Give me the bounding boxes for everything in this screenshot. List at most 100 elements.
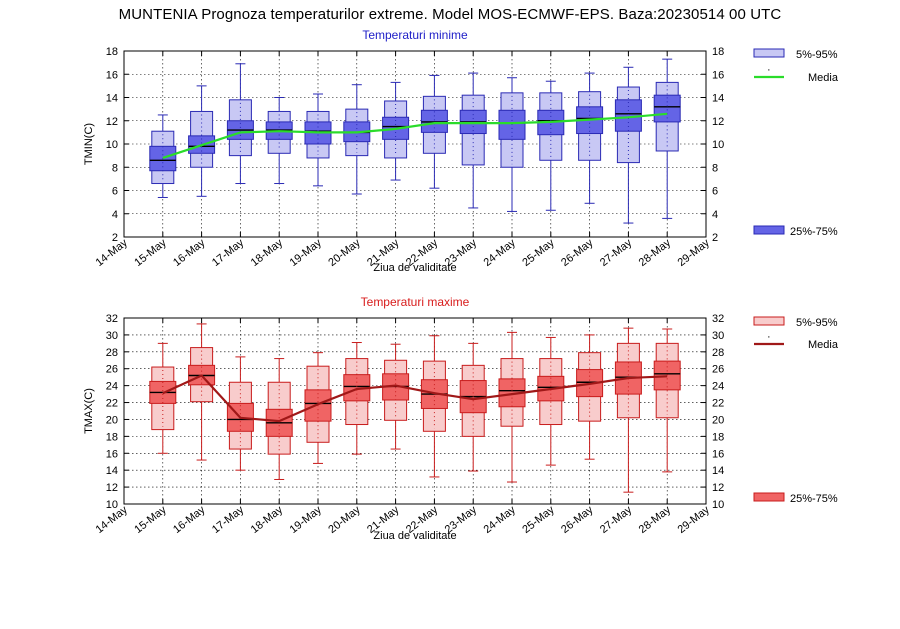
legend-dot: ·	[767, 331, 771, 343]
y-tick-label-left: 6	[112, 186, 118, 198]
legend-label-mean: Media	[808, 339, 839, 351]
tmax-chart: 10 10 12 12 14 14 16 16 18 18 20 20 22 22 24 24 26 26 28 28…	[83, 295, 839, 542]
y-axis-label: TMIN(C)	[83, 123, 95, 165]
y-tick-label-left: 16	[106, 69, 118, 81]
y-tick-label-right: 10	[712, 139, 724, 151]
box-25-May	[537, 336, 565, 466]
box-25-75	[614, 99, 642, 132]
y-tick-label-right: 16	[712, 69, 724, 81]
legend: 5%-95% · Media 25%-75%	[753, 316, 839, 505]
y-tick-label-left: 14	[106, 465, 118, 477]
box-22-May	[420, 335, 448, 478]
y-tick-label-right: 20	[712, 414, 724, 426]
box-21-May	[382, 343, 410, 450]
y-tick-label-left: 28	[106, 347, 118, 359]
x-tick-label: 15-May	[132, 504, 169, 536]
x-tick-label: 25-May	[520, 237, 557, 269]
y-tick-label-right: 14	[712, 465, 724, 477]
box-24-May	[498, 77, 526, 212]
legend-label-5-95: 5%-95%	[796, 49, 838, 61]
y-tick-label-right: 10	[712, 499, 724, 511]
mean-line	[162, 374, 668, 423]
y-tick-label-right: 28	[712, 347, 724, 359]
x-tick-label: 16-May	[171, 237, 208, 269]
box-22-May	[420, 74, 448, 189]
box-15-May	[149, 114, 177, 198]
box-20-May	[343, 342, 371, 455]
box-23-May	[459, 342, 487, 472]
box-26-May	[576, 334, 604, 460]
box-18-May	[265, 97, 293, 185]
x-tick-label: 18-May	[249, 504, 286, 536]
x-tick-label: 28-May	[637, 504, 674, 536]
x-tick-label: 19-May	[288, 504, 325, 536]
legend-swatch-25-75	[753, 492, 785, 502]
y-tick-label-left: 24	[106, 381, 118, 393]
x-tick-label: 16-May	[171, 504, 208, 536]
y-tick-label-left: 10	[106, 499, 118, 511]
y-tick-label-right: 14	[712, 93, 724, 105]
y-tick-label-left: 12	[106, 482, 118, 494]
plot-frame	[123, 317, 707, 505]
x-tick-label: 26-May	[559, 237, 596, 269]
x-tick-label: 29-May	[676, 237, 713, 269]
x-tick-label: 25-May	[520, 504, 557, 536]
y-tick-label-left: 18	[106, 431, 118, 443]
y-tick-label-left: 16	[106, 448, 118, 460]
y-tick-label-right: 4	[712, 209, 718, 221]
legend-label-25-75: 25%-75%	[790, 226, 838, 238]
box-17-May	[226, 63, 254, 185]
y-tick-label-left: 8	[112, 162, 118, 174]
y-tick-label-left: 22	[106, 398, 118, 410]
x-tick-label: 17-May	[210, 237, 247, 269]
chart-title: Temperaturi maxime	[361, 295, 470, 309]
y-axis-label: TMAX(C)	[83, 388, 95, 434]
y-tick-label-left: 26	[106, 364, 118, 376]
y-tick-label-right: 8	[712, 162, 718, 174]
box-18-May	[265, 358, 293, 480]
x-axis-label: Ziua de validitate	[373, 262, 456, 274]
box-15-May	[149, 342, 177, 454]
legend-dot: ·	[767, 64, 771, 76]
y-tick-label-left: 14	[106, 93, 118, 105]
box-21-May	[382, 81, 410, 181]
y-tick-label-left: 32	[106, 313, 118, 325]
box-27-May	[614, 327, 642, 493]
y-tick-label-right: 12	[712, 116, 724, 128]
box-26-May	[576, 72, 604, 204]
y-tick-label-left: 10	[106, 139, 118, 151]
x-tick-label: 29-May	[676, 504, 713, 536]
legend-swatch-25-75	[753, 225, 785, 235]
legend-swatch-5-95	[753, 48, 785, 58]
box-20-May	[343, 84, 371, 195]
y-tick-label-left: 12	[106, 116, 118, 128]
x-axis-label: Ziua de validitate	[373, 530, 456, 542]
y-tick-label-left: 2	[112, 232, 118, 244]
y-tick-label-right: 26	[712, 364, 724, 376]
x-tick-label: 28-May	[637, 237, 674, 269]
box-28-May	[653, 328, 681, 473]
x-tick-label: 27-May	[598, 504, 635, 536]
chart-title: Temperaturi minime	[362, 28, 468, 42]
legend-label-mean: Media	[808, 72, 839, 84]
y-tick-label-right: 24	[712, 381, 724, 393]
y-tick-label-right: 32	[712, 313, 724, 325]
box-27-May	[614, 66, 642, 224]
x-tick-label: 24-May	[482, 237, 519, 269]
page-title: MUNTENIA Prognoza temperaturilor extreme…	[118, 6, 782, 23]
x-tick-label: 15-May	[132, 237, 169, 269]
box-24-May	[498, 331, 526, 483]
x-tick-label: 19-May	[288, 237, 325, 269]
box-28-May	[653, 58, 681, 219]
y-tick-label-right: 18	[712, 46, 724, 58]
mean-line	[162, 112, 668, 159]
x-tick-label: 17-May	[210, 504, 247, 536]
x-tick-label: 18-May	[249, 237, 286, 269]
y-tick-label-right: 30	[712, 330, 724, 342]
y-tick-label-right: 18	[712, 431, 724, 443]
x-tick-label: 20-May	[326, 237, 363, 269]
x-tick-label: 27-May	[598, 237, 635, 269]
y-tick-label-right: 22	[712, 398, 724, 410]
